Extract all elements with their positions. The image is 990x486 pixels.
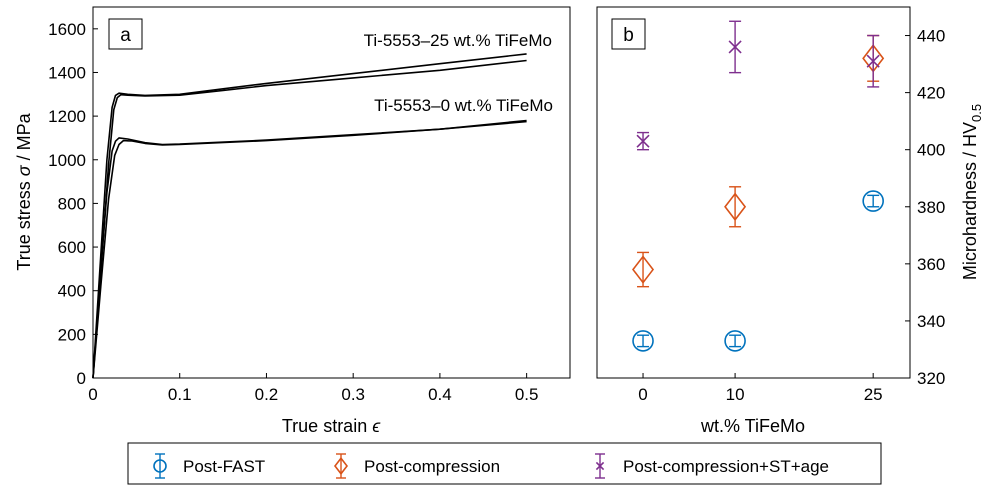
x-marker [595, 461, 605, 471]
panel-b-y-axis-label: Microhardness / HV0.5 [960, 104, 984, 280]
x-tick-label: 0.5 [515, 385, 539, 404]
microhardness-points [632, 20, 885, 352]
panel-b-frame [596, 6, 911, 379]
x-tick-label: 0.4 [428, 385, 452, 404]
x-tick-label: 0.2 [255, 385, 279, 404]
diamond-marker [724, 192, 747, 222]
circle-marker [153, 459, 167, 473]
panel-a-label: a [120, 25, 131, 46]
legend-label: Post-compression [364, 457, 500, 476]
data-point [866, 34, 880, 88]
stress-strain-curve-0wt [92, 120, 527, 379]
legend-frame [127, 442, 882, 485]
stress-strain-curve-0wt [92, 119, 527, 379]
panel-b-x-axis-label: wt.% TiFeMo [700, 416, 805, 436]
panel-a-y-ticks: 0 200 400 600 800 1000 1200 1400 1600 [48, 20, 98, 388]
annotation-25wt: Ti-5553–25 wt.% TiFeMo [364, 31, 552, 50]
panel-b-microhardness: 0 10 25 320 340 360 380 400 420 440 b wt.% TiFeM… [596, 6, 984, 436]
x-tick-label: 25 [864, 385, 883, 404]
y-tick-label: 440 [917, 27, 945, 46]
panel-b-label: b [623, 25, 634, 46]
y-tick-label: 800 [58, 194, 86, 213]
panel-a-y-axis-label: True stress σ / MPa [14, 112, 34, 270]
legend-item: Post-compression [333, 453, 500, 479]
y-tick-label: 400 [917, 141, 945, 160]
panel-b-y-ticks: 320 340 360 380 400 420 440 [905, 27, 945, 388]
stress-strain-curves [92, 53, 527, 379]
y-tick-label: 1600 [48, 20, 86, 39]
legend-label: Post-compression+ST+age [623, 457, 829, 476]
x-tick-label: 10 [726, 385, 745, 404]
panel-a-x-ticks: 0 0.1 0.2 0.3 0.4 0.5 [88, 373, 538, 404]
data-point [724, 330, 746, 352]
y-tick-label: 320 [917, 369, 945, 388]
panel-a-stress-strain: 0 0.1 0.2 0.3 0.4 0.5 0 200 400 600 800 1000 1200 14… [14, 6, 571, 436]
stress-strain-curve-25wt [92, 59, 527, 379]
data-point [636, 131, 650, 151]
panel-b-label-box [611, 18, 646, 50]
annotation-0wt: Ti-5553–0 wt.% TiFeMo [374, 96, 553, 115]
data-point [728, 20, 742, 74]
legend: Post-FAST Post-compression Post-compressio… [127, 442, 882, 485]
circle-marker [724, 330, 746, 352]
y-tick-label: 200 [58, 325, 86, 344]
x-tick-label: 0 [88, 385, 97, 404]
x-marker [728, 40, 742, 54]
legend-items: Post-FAST Post-compression Post-compressio… [153, 453, 829, 479]
y-tick-label: 400 [58, 282, 86, 301]
y-tick-label: 380 [917, 198, 945, 217]
diamond-marker [333, 456, 349, 476]
y-tick-label: 600 [58, 238, 86, 257]
circle-marker [862, 190, 884, 212]
legend-item: Post-compression+ST+age [595, 453, 829, 479]
panel-a-frame [92, 6, 571, 379]
y-tick-label: 1200 [48, 107, 86, 126]
panel-b-x-ticks: 0 10 25 [638, 373, 883, 404]
y-tick-label: 1400 [48, 63, 86, 82]
legend-label: Post-FAST [183, 457, 265, 476]
data-point [862, 190, 884, 212]
y-tick-label: 360 [917, 255, 945, 274]
x-tick-label: 0 [638, 385, 647, 404]
y-tick-label: 340 [917, 312, 945, 331]
x-tick-label: 0.1 [168, 385, 192, 404]
data-point [632, 330, 654, 352]
x-marker [866, 54, 880, 68]
y-tick-label: 0 [77, 369, 86, 388]
y-tick-label: 1000 [48, 151, 86, 170]
legend-item: Post-FAST [153, 453, 265, 479]
x-tick-label: 0.3 [341, 385, 365, 404]
data-point [724, 186, 747, 228]
data-point [632, 251, 655, 288]
panel-a-label-box [108, 18, 143, 50]
panel-a-x-axis-label: True strain ϵ [282, 416, 381, 436]
x-marker [636, 134, 650, 148]
diamond-marker [632, 255, 655, 284]
circle-marker [632, 330, 654, 352]
y-tick-label: 420 [917, 84, 945, 103]
